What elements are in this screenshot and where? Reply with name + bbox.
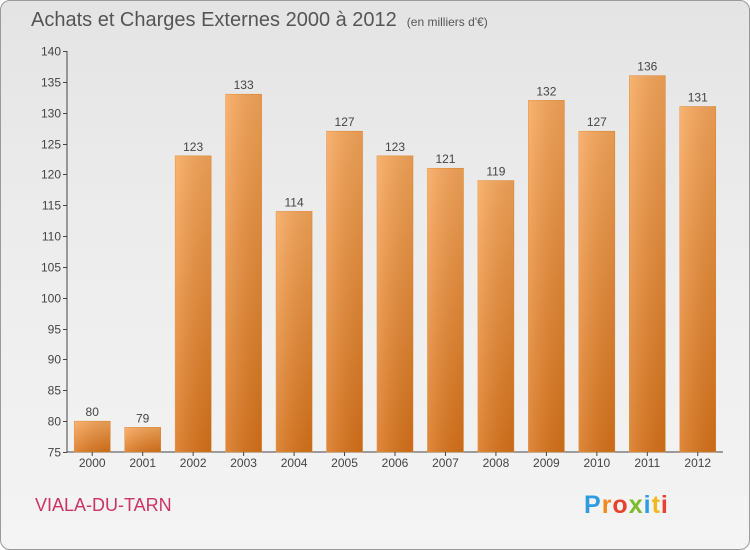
x-tick-label: 2006 <box>382 456 409 470</box>
logo-letter: t <box>651 491 661 519</box>
y-tick-label: 95 <box>48 323 62 337</box>
bar-value-label: 131 <box>688 91 708 105</box>
logo-letter: P <box>584 491 602 519</box>
bar-value-label: 114 <box>285 195 304 209</box>
logo-letter: i <box>643 491 652 519</box>
x-tick-label: 2000 <box>79 456 106 470</box>
commune-name: VIALA-DU-TARN <box>35 495 172 515</box>
x-tick-label: 2009 <box>533 456 560 470</box>
bar-shade <box>679 106 716 453</box>
y-tick-label: 125 <box>41 138 61 152</box>
bar-value-label: 133 <box>234 78 254 92</box>
bar-shade <box>629 75 666 452</box>
logo-letter: r <box>601 491 613 519</box>
bar-value-label: 123 <box>385 140 405 154</box>
bar-shade <box>427 168 464 452</box>
x-tick-label: 2002 <box>180 456 207 470</box>
bar-shade <box>124 427 161 452</box>
bar-value-label: 136 <box>637 60 657 74</box>
x-tick-label: 2005 <box>331 456 358 470</box>
proxiti-logo: Proxiti <box>584 491 669 520</box>
bar-shade <box>276 211 313 452</box>
y-tick-label: 80 <box>48 415 62 429</box>
y-tick-label: 85 <box>48 384 62 398</box>
y-tick-label: 100 <box>41 292 61 306</box>
y-tick-label: 140 <box>41 45 61 59</box>
bar-value-label: 132 <box>536 84 556 98</box>
bar-value-label: 127 <box>587 115 607 129</box>
x-tick-label: 2012 <box>684 456 711 470</box>
bar-value-label: 79 <box>136 411 150 425</box>
x-tick-label: 2007 <box>432 456 459 470</box>
y-tick-label: 75 <box>48 446 62 460</box>
y-tick-label: 110 <box>42 230 61 244</box>
logo-letter: i <box>660 491 669 519</box>
y-tick-label: 130 <box>41 107 61 121</box>
bar-shade <box>477 180 514 453</box>
logo-letter: x <box>628 491 644 519</box>
x-tick-label: 2001 <box>129 456 156 470</box>
bar-shade <box>74 421 111 452</box>
bar-shade <box>377 155 413 452</box>
y-tick-label: 115 <box>42 199 61 213</box>
y-tick-label: 90 <box>48 353 62 367</box>
bar-shade <box>578 131 615 452</box>
x-tick-label: 2008 <box>483 456 510 470</box>
chart-unit: (en milliers d'€) <box>406 15 488 29</box>
logo-letter: o <box>612 491 629 519</box>
bar-shade <box>225 94 262 452</box>
bar-value-label: 123 <box>183 140 203 154</box>
chart-title-text: Achats et Charges Externes 2000 à 2012 <box>31 9 397 31</box>
chart-title: Achats et Charges Externes 2000 à 2012 (e… <box>31 9 488 32</box>
y-tick-label: 120 <box>41 168 61 182</box>
x-tick-label: 2010 <box>583 456 610 470</box>
bar-value-label: 80 <box>86 405 100 419</box>
x-tick-label: 2004 <box>281 456 308 470</box>
bar-value-label: 127 <box>335 115 355 129</box>
x-tick-label: 2003 <box>230 456 257 470</box>
bar-shade <box>175 155 212 452</box>
y-tick-label: 105 <box>41 261 61 275</box>
bar-shade <box>528 100 565 452</box>
bar-value-label: 121 <box>435 152 455 166</box>
y-tick-label: 135 <box>41 76 61 90</box>
x-tick-label: 2011 <box>634 456 660 470</box>
bar-value-label: 119 <box>486 165 505 179</box>
bar-shade <box>326 131 363 452</box>
